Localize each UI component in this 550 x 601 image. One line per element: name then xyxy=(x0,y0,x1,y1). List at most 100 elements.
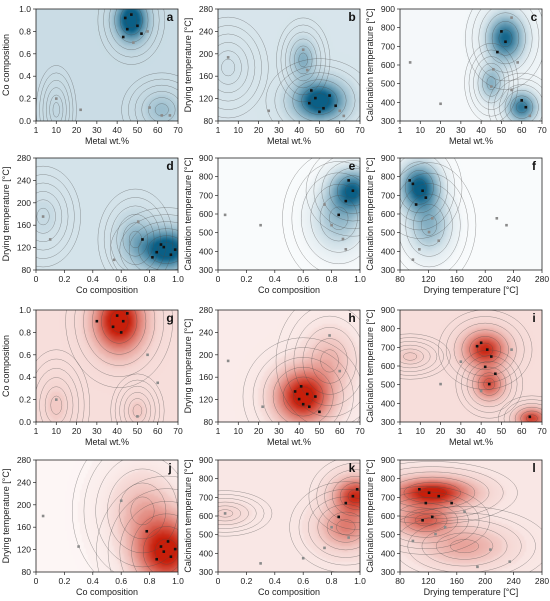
panel-l: 80 120 160 200 240 280 300 400 500 600 700 800 900 Dr… xyxy=(365,455,549,597)
y-axis-label: Drying temperature [°C] xyxy=(183,18,193,113)
y-tick-label: 800 xyxy=(199,474,213,484)
contour-ring xyxy=(96,475,178,572)
data-point xyxy=(355,487,359,491)
x-tick-label: 50 xyxy=(315,125,325,135)
data-point xyxy=(299,385,303,388)
x-tick-label: 0.8 xyxy=(144,274,156,284)
contour-ring xyxy=(300,172,360,265)
x-tick-label: 70 xyxy=(537,125,547,135)
y-tick-label: 700 xyxy=(199,492,213,502)
data-point xyxy=(130,13,133,16)
data-point xyxy=(520,99,524,102)
contour-ring xyxy=(122,222,149,257)
y-tick-label: 0.4 xyxy=(19,372,31,382)
data-point xyxy=(450,501,453,505)
contour-ring xyxy=(407,519,522,572)
panel-a: 1 10 20 30 40 50 60 70 0.0 0.2 0.4 0.6 0.8 1.0 Metal w… xyxy=(1,4,183,146)
data-point xyxy=(528,415,532,419)
contour-ring xyxy=(95,460,178,568)
contour-ring xyxy=(499,84,542,121)
y-tick-label: 0.8 xyxy=(19,26,31,36)
x-tick-label: 80 xyxy=(395,576,405,586)
contour-ring xyxy=(283,72,356,121)
data-point xyxy=(330,525,333,529)
contour-ring xyxy=(128,398,147,422)
y-tick-label: 400 xyxy=(199,548,213,558)
contour-ring xyxy=(103,197,167,270)
x-tick-label: 30 xyxy=(456,426,466,436)
data-point xyxy=(160,114,164,117)
data-point xyxy=(77,545,80,548)
contour-ring xyxy=(414,514,437,527)
contour-ring xyxy=(218,490,273,537)
panel-letter: d xyxy=(166,159,173,173)
y-axis-label: Drying temperature [°C] xyxy=(1,167,11,262)
x-tick-label: 1 xyxy=(398,125,403,135)
data-point xyxy=(54,398,58,401)
contour-ring xyxy=(289,481,360,572)
contour-ring xyxy=(83,460,178,572)
contour-ring xyxy=(289,38,317,82)
contour-ring xyxy=(101,310,138,344)
data-point xyxy=(479,341,483,345)
y-tick-label: 300 xyxy=(381,265,395,275)
plot-frame xyxy=(35,309,179,423)
contour-lines xyxy=(36,310,173,422)
data-point xyxy=(259,223,262,227)
data-point xyxy=(121,35,125,39)
x-tick-label: 60 xyxy=(153,426,163,436)
x-tick-label: 160 xyxy=(450,576,464,586)
contour-ring xyxy=(403,352,418,361)
x-tick-label: 1 xyxy=(216,426,221,436)
contour-ring xyxy=(36,174,75,259)
y-tick-label: 300 xyxy=(381,417,395,427)
y-tick-label: 280 xyxy=(17,455,31,465)
heatmap-fill xyxy=(218,310,360,422)
contour-ring xyxy=(110,207,178,270)
data-point xyxy=(125,27,129,31)
contour-ring xyxy=(400,471,490,514)
data-point xyxy=(125,312,129,315)
contour-ring xyxy=(337,175,360,207)
contour-ring xyxy=(52,102,60,118)
y-tick-label: 0.0 xyxy=(19,116,31,126)
x-tick-label: 30 xyxy=(274,125,284,135)
y-tick-label: 200 xyxy=(199,350,213,360)
contour-ring xyxy=(445,316,525,384)
data-point xyxy=(155,557,158,561)
y-tick-label: 500 xyxy=(381,228,395,238)
data-point xyxy=(494,372,497,376)
contour-ring xyxy=(400,172,469,270)
data-point xyxy=(305,392,309,396)
y-axis-label: Calcination temperature [°C] xyxy=(183,459,193,572)
contour-ring xyxy=(274,65,360,121)
contour-ring xyxy=(311,338,348,384)
data-point xyxy=(351,494,355,498)
x-axis-label: Metal wt.% xyxy=(85,136,129,146)
data-point xyxy=(54,97,58,100)
contour-ring xyxy=(110,373,165,422)
contour-ring xyxy=(74,310,165,377)
panel-h: 1 10 20 30 40 50 60 70 80 120 160 200 240 280 Metal wt… xyxy=(183,305,365,447)
data-point xyxy=(492,68,495,71)
panel-d: 0 0.2 0.4 0.6 0.8 1.0 80 120 160 200 240 280 Co comp… xyxy=(1,153,184,295)
x-tick-label: 40 xyxy=(112,125,122,135)
x-tick-label: 120 xyxy=(421,274,435,284)
contour-ring xyxy=(472,366,507,402)
contour-ring xyxy=(298,52,308,68)
data-point xyxy=(437,494,441,498)
data-point xyxy=(489,548,492,551)
data-point xyxy=(508,560,512,563)
contour-ring xyxy=(469,336,502,364)
contour-ring xyxy=(218,501,249,526)
data-point xyxy=(148,106,151,109)
contour-ring xyxy=(291,161,360,270)
data-point xyxy=(301,48,305,52)
contour-ring xyxy=(486,76,496,90)
y-tick-label: 0.2 xyxy=(19,395,31,405)
panel-letter: c xyxy=(531,10,538,24)
contour-ring xyxy=(466,361,512,408)
data-point xyxy=(337,213,340,217)
data-point xyxy=(510,88,513,92)
x-tick-label: 40 xyxy=(112,426,122,436)
